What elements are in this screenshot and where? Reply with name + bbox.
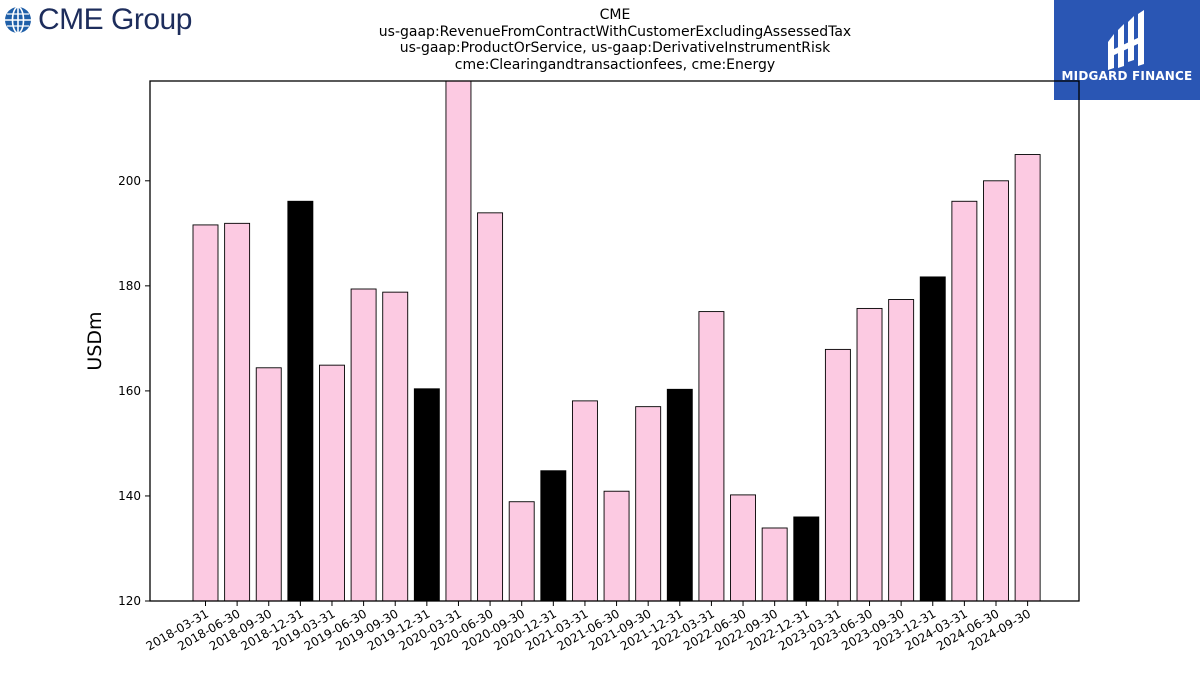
bar <box>477 212 504 602</box>
bar <box>382 291 409 602</box>
chart-title: CME us-gaap:RevenueFromContractWithCusto… <box>315 7 915 73</box>
bar <box>224 222 251 602</box>
bars-layer <box>192 80 1041 602</box>
chart-title-line: CME <box>599 7 631 23</box>
bar <box>951 200 978 602</box>
midgard-logo-text: MIDGARD FINANCE <box>1061 69 1193 83</box>
bar <box>508 501 535 602</box>
y-tick-label: 140 <box>118 489 141 503</box>
bar <box>919 276 946 602</box>
bar <box>635 406 662 602</box>
y-tick-label: 180 <box>118 279 141 293</box>
bar <box>730 494 756 602</box>
midgard-logo-mark <box>1054 0 1200 100</box>
plot-frame <box>149 80 1080 602</box>
bar <box>445 80 472 602</box>
bar <box>255 367 282 602</box>
bar <box>350 288 377 602</box>
y-tick-label: 200 <box>118 174 141 188</box>
globe-icon <box>5 6 31 34</box>
bar <box>192 224 219 602</box>
y-axis-label: USDm <box>84 311 106 370</box>
bar <box>888 299 915 602</box>
y-tick-label: 120 <box>118 594 141 608</box>
bar <box>666 388 693 602</box>
bar <box>761 527 788 602</box>
bar <box>698 311 725 602</box>
bar <box>824 348 851 602</box>
chart-title-line: cme:Clearingandtransactionfees, cme:Ener… <box>454 56 776 73</box>
cme-group-logo-text: CME Group <box>38 3 192 36</box>
bar <box>319 364 345 602</box>
bar <box>413 388 440 602</box>
bar <box>287 200 314 602</box>
bar <box>571 400 598 602</box>
cme-group-logo: CME Group <box>4 3 192 37</box>
bar <box>1014 154 1041 602</box>
chart-title-line: us-gaap:ProductOrService, us-gaap:Deriva… <box>399 40 831 56</box>
bar <box>983 180 1009 602</box>
bar <box>856 307 883 602</box>
chart-title-line: us-gaap:RevenueFromContractWithCustomerE… <box>378 23 852 40</box>
bar <box>603 490 630 602</box>
bar <box>793 516 820 602</box>
bar <box>540 470 567 602</box>
y-tick-label: 160 <box>118 384 141 398</box>
midgard-finance-logo: MIDGARD FINANCE <box>1054 0 1200 100</box>
